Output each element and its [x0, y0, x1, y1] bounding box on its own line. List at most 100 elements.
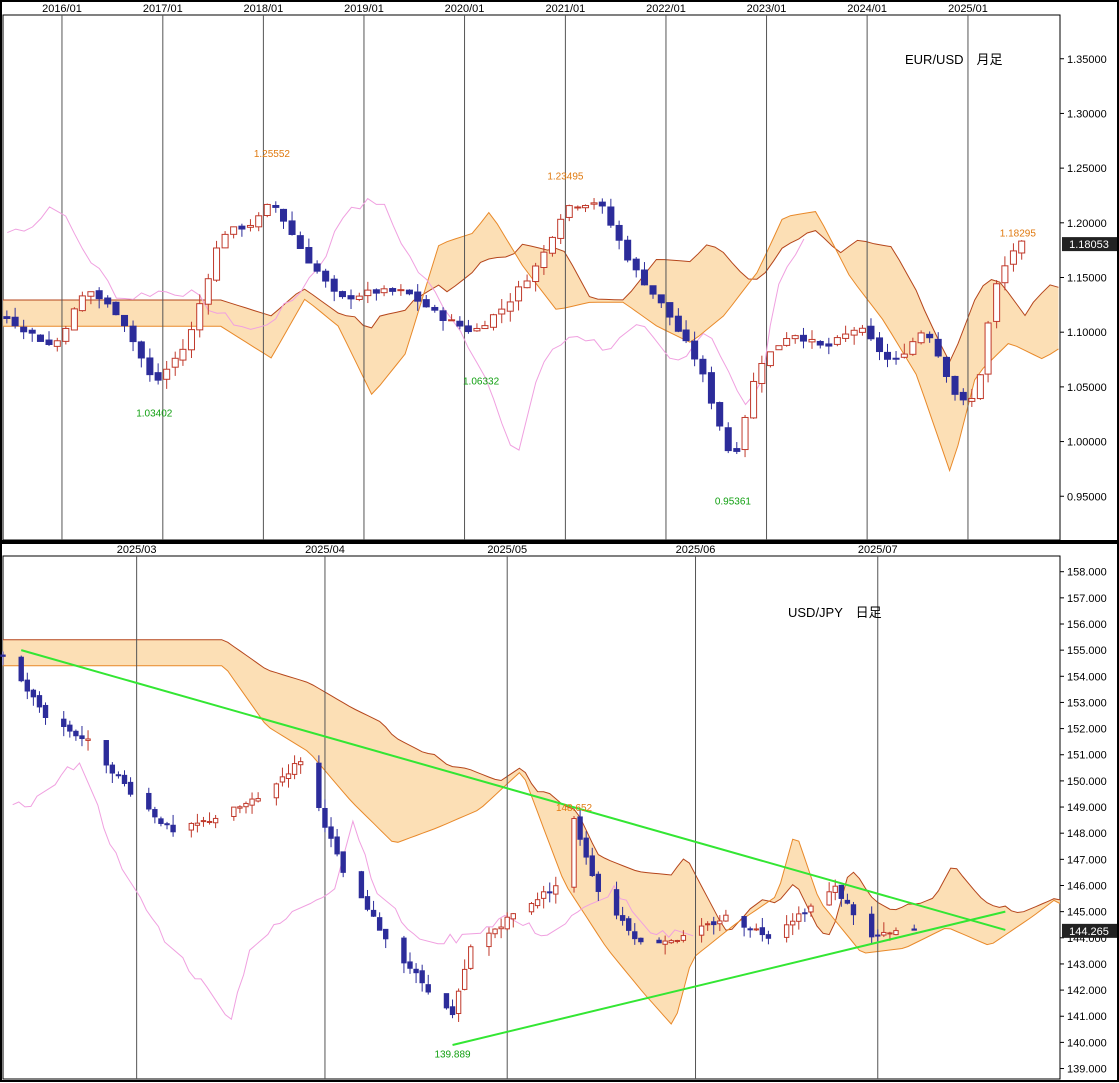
candle: [808, 330, 816, 349]
candle: [273, 782, 280, 806]
x-tick-label: 2025/04: [305, 544, 345, 556]
candle: [313, 260, 321, 274]
candle: [285, 764, 292, 788]
candle: [911, 924, 917, 931]
candle: [322, 268, 330, 288]
candle: [765, 930, 772, 945]
candle: [680, 930, 687, 943]
candle: [316, 755, 322, 812]
candle: [534, 892, 541, 909]
candle: [626, 916, 632, 936]
candle: [405, 289, 413, 296]
candle: [802, 908, 808, 922]
candle: [431, 304, 439, 313]
candle: [759, 917, 766, 942]
candle: [893, 927, 899, 936]
candle: [515, 280, 523, 311]
ichimoku-cloud: [3, 211, 1059, 471]
candle: [589, 847, 595, 877]
candle: [115, 771, 122, 779]
candle: [850, 901, 857, 926]
candle: [825, 337, 833, 355]
candle: [858, 324, 866, 336]
candle: [808, 903, 814, 917]
candle: [18, 655, 24, 683]
candle: [87, 291, 95, 305]
candle: [30, 688, 37, 706]
candle: [163, 360, 171, 389]
candle: [607, 198, 615, 228]
candle: [619, 906, 626, 926]
y-tick-label: 141.000: [1067, 1011, 1107, 1023]
candle: [70, 307, 78, 331]
candle: [0, 651, 6, 666]
last-price-badge: [1062, 237, 1117, 252]
x-tick-label: 2025/07: [858, 544, 898, 556]
candle: [461, 959, 468, 991]
y-tick-label: 1.05000: [1067, 382, 1107, 394]
candle: [204, 273, 212, 315]
candle: [121, 314, 129, 332]
candle: [238, 223, 246, 237]
candle: [45, 331, 53, 347]
y-tick-label: 146.000: [1067, 880, 1107, 892]
candle: [473, 323, 481, 332]
candle: [364, 889, 371, 912]
candle: [581, 204, 590, 213]
candle: [486, 927, 492, 956]
candle: [716, 401, 724, 431]
candle: [78, 291, 86, 312]
candle: [498, 299, 506, 324]
candle: [506, 293, 514, 322]
y-tick-label: 142.000: [1067, 985, 1107, 997]
candle: [330, 275, 338, 302]
candle: [553, 876, 559, 904]
candle: [833, 335, 841, 347]
candle: [154, 363, 162, 385]
y-tick-label: 151.000: [1067, 750, 1107, 762]
candle: [674, 308, 682, 333]
candle: [3, 310, 11, 324]
candle: [422, 295, 430, 308]
candle: [246, 219, 254, 232]
candle: [717, 915, 723, 932]
candle: [419, 964, 425, 992]
candle: [305, 238, 313, 264]
candle: [291, 755, 298, 780]
candle: [296, 231, 304, 249]
candle: [213, 240, 221, 282]
panel-frame-top: [0, 0, 1119, 542]
candle: [112, 301, 120, 316]
candle: [380, 285, 388, 297]
candle: [146, 348, 154, 382]
candle: [917, 330, 925, 345]
candle: [741, 915, 747, 937]
candle: [489, 313, 497, 331]
candle: [926, 331, 934, 343]
chart-panel-1: 2016/01 2017/01 2018/01 2019/01 2020/01 2021/…: [2, 3, 1117, 541]
candle: [67, 720, 73, 738]
candle: [844, 893, 851, 905]
candle: [53, 337, 61, 352]
trendline-2: [452, 910, 1006, 1046]
candle: [598, 198, 606, 214]
candle: [615, 220, 623, 250]
candle: [127, 777, 134, 797]
y-tick-label: 1.25000: [1067, 163, 1107, 175]
candle: [583, 831, 589, 865]
candle: [1009, 243, 1017, 272]
candle: [439, 307, 447, 331]
candle: [1001, 256, 1009, 291]
chikou-span: [12, 762, 694, 1021]
candle: [129, 320, 137, 352]
y-tick-label: 1.10000: [1067, 327, 1107, 339]
x-tick-label: 2025/03: [117, 544, 157, 556]
candle: [187, 321, 195, 359]
candle: [868, 906, 875, 944]
candle: [976, 374, 984, 400]
candle: [656, 937, 662, 944]
candle: [613, 881, 620, 920]
trendline-1: [20, 649, 1006, 931]
price-annotation: 1.23495: [547, 172, 584, 183]
